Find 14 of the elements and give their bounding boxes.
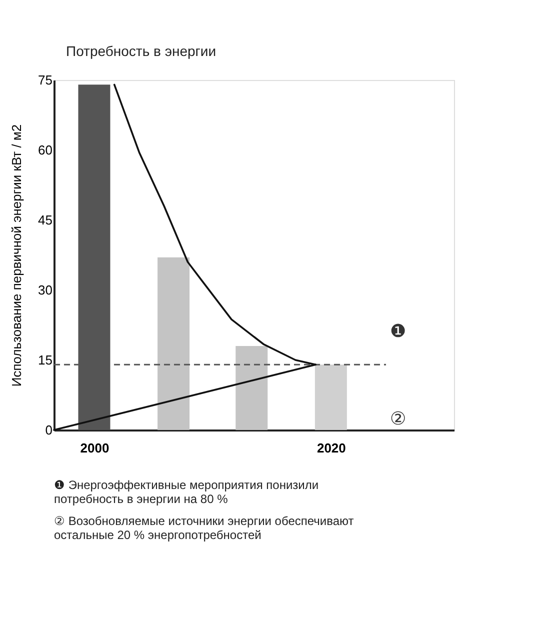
y-tick-label: 15 (38, 352, 52, 368)
y-tick-label: 30 (38, 282, 52, 298)
text: ❶ Энергоэффективные мероприятия понизили потребность в энергии на 80 % (54, 478, 319, 506)
x-tick-label: 2000 (80, 440, 110, 456)
y-tick-label: 0 (45, 422, 52, 438)
y-tick-label: 60 (38, 142, 52, 158)
y-tick-label: 75 (38, 72, 52, 88)
y-tick-label: 45 (38, 212, 52, 228)
annotation: ❶ (390, 321, 406, 341)
annotation: ② (390, 408, 406, 428)
y-axis-title: Использование первичной энергии кВт / м2 (9, 124, 24, 387)
text: ② Возобновляемые источники энергии обеспечивают остальные 20 % энергопотребностей (54, 514, 354, 542)
chart-title: Потребность в энергии (66, 43, 216, 59)
x-tick-label: 2020 (316, 440, 346, 456)
